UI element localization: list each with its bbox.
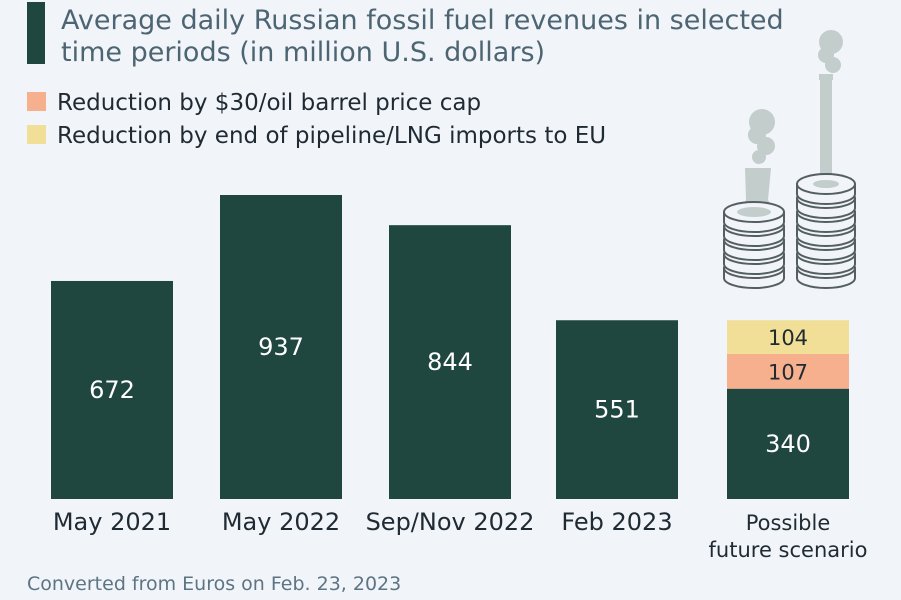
value-label-4-series-1: 107 xyxy=(768,360,808,384)
bar-4-series-2 xyxy=(727,320,849,354)
legend-label-pipeline: Reduction by end of pipeline/LNG imports… xyxy=(57,123,606,149)
smokestack-coin-stacks-icon xyxy=(723,30,856,289)
bar-4-series-0 xyxy=(727,388,849,499)
category-label-3-line-0: Feb 2023 xyxy=(561,508,672,536)
value-label-4-series-2: 104 xyxy=(768,326,808,350)
legend-swatch-price-cap xyxy=(27,92,46,111)
legend-swatch-pipeline xyxy=(27,125,46,144)
bars-group: 672 937 844 551 340 107 104 xyxy=(51,195,849,499)
value-label-1-series-0: 937 xyxy=(258,333,304,361)
bar-0-series-0 xyxy=(51,280,173,499)
title-accent-bar xyxy=(27,2,45,64)
chart-title-line-1: Average daily Russian fossil fuel revenu… xyxy=(61,5,784,36)
category-label-1-line-0: May 2022 xyxy=(222,508,340,536)
bar-3-series-0 xyxy=(556,320,678,499)
bar-4-series-1 xyxy=(727,353,849,389)
category-label-4-line-0: Possible xyxy=(746,511,831,535)
value-label-2-series-0: 844 xyxy=(427,348,473,376)
value-label-3-series-0: 551 xyxy=(594,396,640,424)
bar-2-series-0 xyxy=(389,225,511,499)
value-label-4-series-0: 340 xyxy=(765,430,811,458)
legend-label-price-cap: Reduction by $30/oil barrel price cap xyxy=(57,90,481,116)
source-note: Converted from Euros on Feb. 23, 2023 xyxy=(27,573,401,595)
category-label-2-line-0: Sep/Nov 2022 xyxy=(366,508,535,536)
category-labels-group: May 2021 May 2022 Sep/Nov 2022 Feb 2023 Poss… xyxy=(53,508,868,562)
category-label-4-line-1: future scenario xyxy=(709,538,868,562)
bar-1-series-0 xyxy=(220,195,342,499)
category-label-0-line-0: May 2021 xyxy=(53,508,171,536)
chart-title-line-2: time periods (in million U.S. dollars) xyxy=(61,37,545,68)
value-label-0-series-0: 672 xyxy=(89,376,135,404)
